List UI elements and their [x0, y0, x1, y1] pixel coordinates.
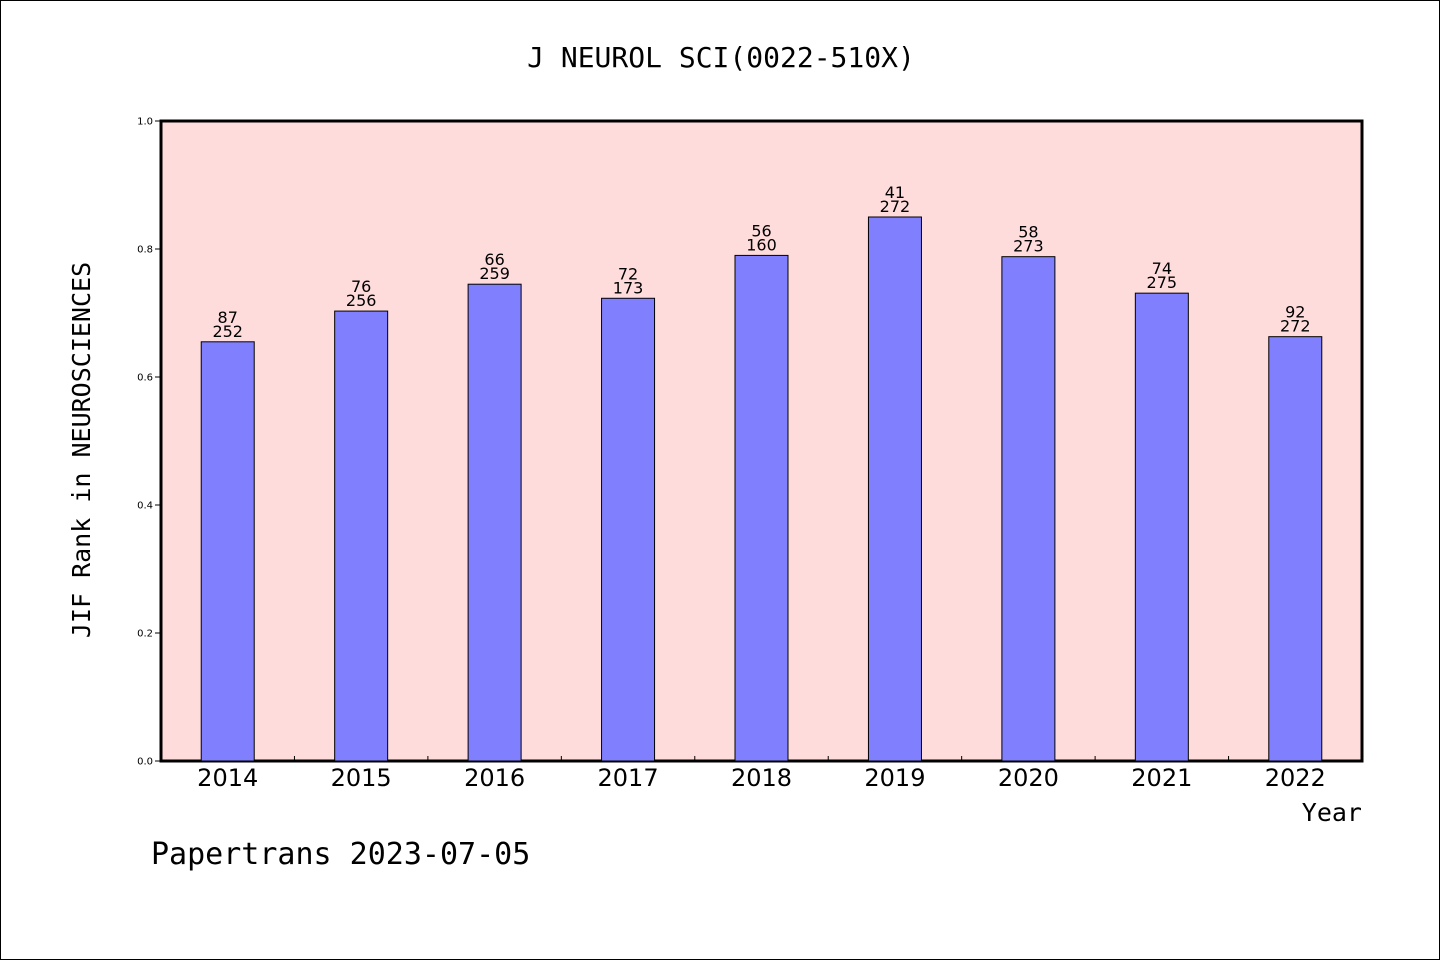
- bar-total-label: 256: [346, 291, 377, 310]
- x-axis-title: Year: [1302, 798, 1362, 827]
- bar-total-label: 173: [613, 278, 644, 297]
- x-tick-label: 2014: [197, 764, 258, 792]
- bar-rank-label: 58: [1018, 223, 1038, 242]
- bar-rank-label: 92: [1285, 303, 1305, 322]
- bar: [200, 341, 255, 762]
- bar-total-label: 259: [479, 264, 510, 283]
- bar-group: [200, 216, 1323, 762]
- x-tick-label: 2016: [464, 764, 525, 792]
- bar-total-label: 273: [1013, 237, 1044, 256]
- x-tick-label: 2015: [331, 764, 392, 792]
- bar-rank-label: 87: [218, 308, 238, 327]
- y-tick-label: 0.0: [137, 757, 153, 768]
- y-tick-label: 0.6: [137, 373, 153, 384]
- bar-rank-label: 74: [1152, 259, 1172, 278]
- bar-total-label: 252: [212, 322, 243, 341]
- source-footer: Papertrans 2023-07-05: [151, 837, 530, 872]
- y-tick-label: 0.8: [137, 245, 153, 256]
- x-tick-label: 2017: [598, 764, 659, 792]
- tick-group: 0.0 0.2 0.4 0.6 0.8 1.0 2014 2015 2016 2017 2018 20…: [137, 117, 1326, 793]
- y-tick-label: 0.2: [137, 629, 153, 640]
- bar: [601, 297, 656, 762]
- bar-total-label: 272: [880, 197, 911, 216]
- bar-rank-label: 72: [618, 264, 638, 283]
- y-axis-title: JIF Rank in NEUROSCIENCES: [67, 262, 96, 638]
- y-tick-label: 1.0: [137, 117, 153, 128]
- bar: [1134, 292, 1189, 762]
- bar: [334, 310, 389, 762]
- bar-rank-label: 41: [885, 183, 905, 202]
- bar-total-label: 275: [1147, 273, 1178, 292]
- x-tick-label: 2021: [1131, 764, 1192, 792]
- chart-title: J NEUROL SCI(0022-510X): [527, 41, 915, 74]
- x-tick-label: 2018: [731, 764, 792, 792]
- bar: [867, 216, 922, 762]
- bar: [734, 254, 789, 762]
- bar-rank-label: 56: [751, 221, 771, 240]
- bar-rank-label: 66: [484, 250, 504, 269]
- x-tick-label: 2020: [998, 764, 1059, 792]
- bar: [1268, 336, 1323, 762]
- bar: [1001, 256, 1056, 762]
- x-tick-label: 2019: [864, 764, 925, 792]
- bar-rank-label: 76: [351, 277, 371, 296]
- bar-total-label: 160: [746, 235, 777, 254]
- y-tick-label: 0.4: [137, 501, 153, 512]
- x-tick-label: 2022: [1265, 764, 1326, 792]
- bar: [467, 283, 522, 762]
- bar-total-label: 272: [1280, 317, 1311, 336]
